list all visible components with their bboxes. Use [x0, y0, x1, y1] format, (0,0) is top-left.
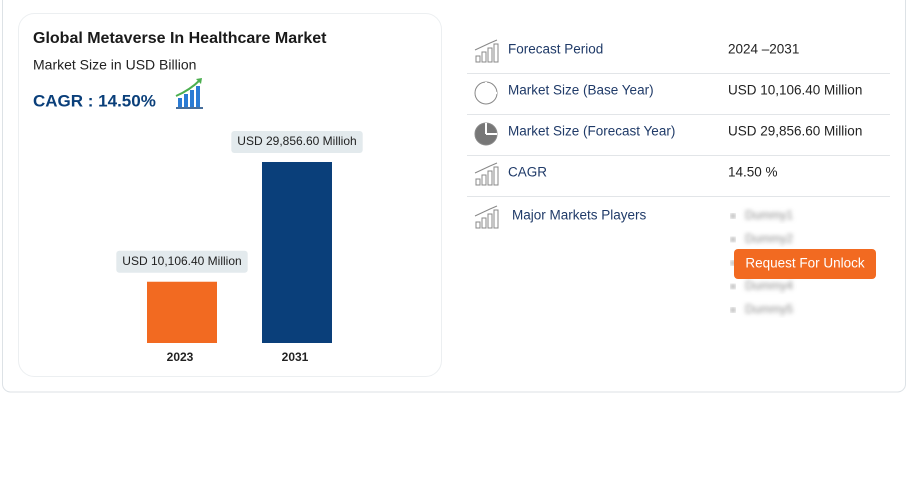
- value-label-bg: [231, 131, 363, 153]
- player-bullet: [730, 237, 736, 242]
- icon-part: [475, 55, 481, 63]
- table-row: Forecast Period 2024 –2031: [467, 39, 890, 74]
- icon-part: [487, 170, 493, 186]
- unlock-button[interactable]: Request For Unlock: [734, 249, 876, 279]
- icon-part: [475, 178, 481, 186]
- icon-part: [493, 166, 499, 186]
- player-name: Dummy4: [745, 279, 793, 293]
- icon-part: [485, 123, 497, 135]
- table-row: CAGR 14.50 %: [467, 162, 890, 197]
- table-row: Major Markets Players: [474, 205, 647, 229]
- x-tick-label: 2023: [167, 350, 194, 364]
- row-icon: [474, 81, 498, 105]
- icon-part: [481, 51, 487, 63]
- row-icon: [474, 205, 499, 229]
- value-label: USD 29,856.60 Millioh: [237, 134, 356, 148]
- icon-part: [474, 205, 498, 217]
- row-label: CAGR: [508, 165, 547, 180]
- chart-subtitle: Market Size in USD Billion: [33, 57, 196, 73]
- icon-part: [474, 39, 498, 51]
- row-value: USD 10,106.40 Million: [728, 83, 862, 98]
- row-value: USD 29,856.60 Million: [728, 124, 862, 139]
- icon-part: [493, 209, 499, 229]
- player-name: Dummy1: [745, 208, 793, 222]
- row-label: Market Size (Forecast Year): [508, 124, 675, 139]
- player-bullet: [730, 284, 736, 289]
- value-label-bg: [116, 250, 248, 273]
- row-value: 14.50 %: [728, 165, 778, 180]
- button-bg: [734, 249, 876, 279]
- value-label: USD 10,106.40 Million: [122, 254, 241, 268]
- bar: [147, 281, 217, 343]
- icon-part: [487, 47, 493, 63]
- icon-part: [475, 221, 481, 229]
- icon-part: [481, 174, 487, 186]
- player-bullet: [730, 213, 736, 219]
- row-icon: [474, 122, 498, 146]
- chart-card: [18, 13, 442, 377]
- row-label: Market Size (Base Year): [508, 83, 654, 98]
- table-row: Market Size (Forecast Year) USD 29,856.60…: [467, 122, 890, 156]
- row-label: Major Markets Players: [512, 208, 647, 223]
- cagr-icon: [175, 78, 203, 109]
- player-name: Dummy5: [745, 302, 793, 316]
- row-icon: [474, 162, 499, 186]
- chart-title: Global Metaverse In Healthcare Market: [33, 30, 327, 47]
- icon-part: [485, 82, 497, 94]
- bar: [262, 162, 332, 343]
- x-tick-label: 2031: [282, 350, 309, 364]
- cagr: CAGR : 14.50%: [33, 91, 156, 110]
- button-label: Request For Unlock: [745, 256, 865, 271]
- row-value: 2024 –2031: [728, 42, 799, 57]
- icon-part: [474, 162, 498, 174]
- icon-part: [493, 43, 499, 63]
- table-row: Market Size (Base Year) USD 10,106.40 Mil…: [467, 81, 890, 115]
- player-bullet: [730, 307, 736, 313]
- row-label: Forecast Period: [508, 42, 603, 57]
- player-name: Dummy2: [745, 232, 793, 246]
- icon-part: [487, 213, 493, 229]
- row-icon: [474, 39, 499, 63]
- icon-part: [481, 217, 487, 229]
